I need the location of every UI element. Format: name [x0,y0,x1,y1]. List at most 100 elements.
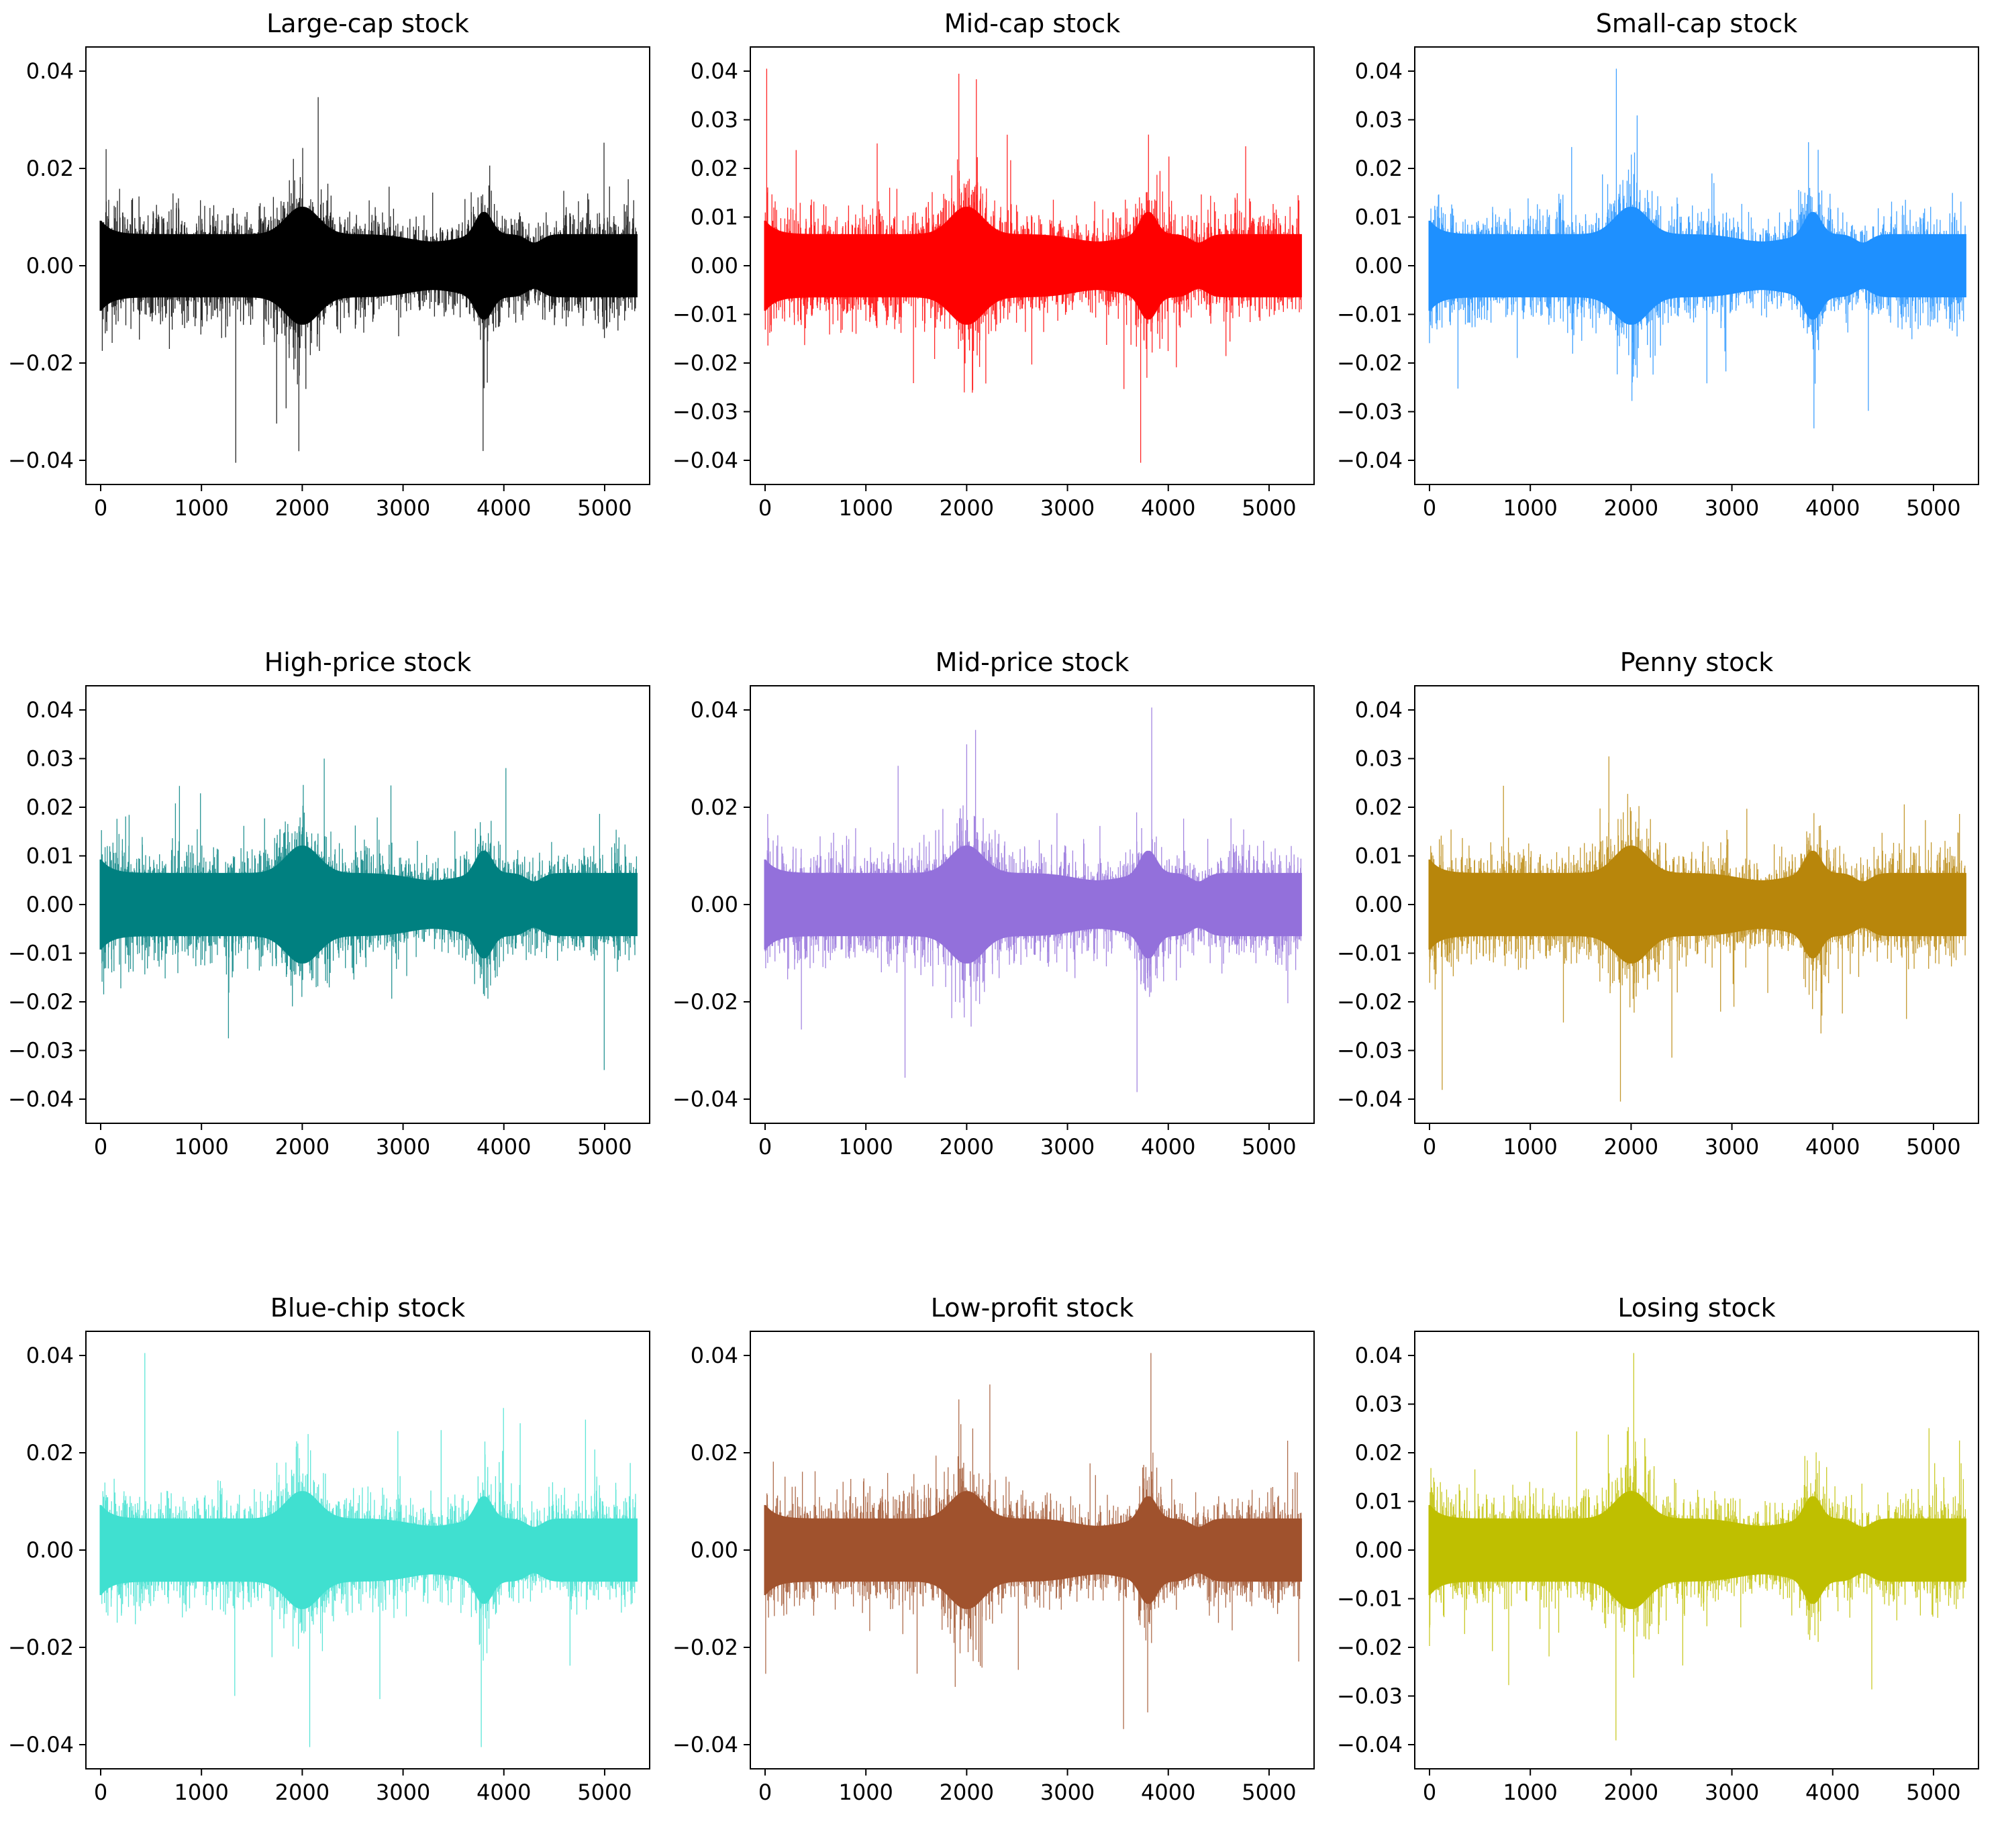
chart-panel-7: Blue-chip stock 0 1000 2000 3000 4000 5000 −0.0… [0,1284,658,1805]
y-tick-label: 0.00 [691,892,738,917]
y-tick-label: −0.04 [1337,1732,1403,1757]
x-tick-label: 1000 [838,1134,893,1160]
y-tick-label: −0.02 [672,1635,738,1660]
y-tick-label: 0.02 [26,1440,74,1466]
x-tick-label: 1000 [1503,495,1557,521]
y-tick-label: 0.01 [691,205,738,230]
x-tick-label: 2000 [275,1780,330,1805]
x-tick-label: 2000 [940,1134,994,1160]
x-tick-label: 5000 [577,495,632,521]
chart-svg-1: Large-cap stock 0 1000 2000 3000 4000 5000 −0.0… [8,9,650,521]
chart-panel-8: Low-profit stock 0 1000 2000 3000 4000 5000 −0.… [664,1284,1322,1805]
y-tick-label: 0.02 [1355,1440,1403,1466]
y-tick-label: −0.03 [1337,399,1403,425]
x-tick-label: 0 [94,1134,107,1160]
y-tick-label: 0.04 [1355,1343,1403,1368]
series-core-band [764,1491,1302,1609]
y-tick-label: 0.04 [691,1343,738,1368]
x-tick-label: 3000 [1040,1780,1095,1805]
x-tick-label: 3000 [1705,495,1759,521]
y-tick-label: 0.02 [691,1440,738,1466]
y-tick-label: 0.00 [691,253,738,278]
series-core-band [99,1491,638,1609]
y-tick-label: −0.01 [8,941,74,966]
x-tick-label: 2000 [275,1134,330,1160]
y-tick-label: 0.02 [26,794,74,820]
y-tick-label: −0.02 [1337,1635,1403,1660]
y-tick-label: −0.01 [1337,302,1403,327]
y-tick-label: 0.04 [26,58,74,84]
x-tick-label: 5000 [1906,1780,1960,1805]
y-tick-label: −0.02 [672,989,738,1015]
y-tick-label: 0.02 [1355,156,1403,181]
x-tick-label: 1000 [174,1134,228,1160]
y-tick-label: −0.02 [1337,350,1403,376]
y-tick-label: 0.02 [691,794,738,820]
chart-panel-2: Mid-cap stock 0 1000 2000 3000 4000 5000 −0.04 −… [664,0,1322,521]
y-tick-label: 0.04 [691,58,738,84]
chart-title: Mid-price stock [936,648,1130,677]
x-tick-label: 1000 [174,495,228,521]
chart-svg-8: Low-profit stock 0 1000 2000 3000 4000 5000 −0.… [672,1293,1315,1805]
series-core-band [764,207,1302,325]
chart-panel-5: Mid-price stock 0 1000 2000 3000 4000 5000 −0.0… [664,639,1322,1160]
y-tick-label: 0.03 [1355,1392,1403,1417]
chart-title: High-price stock [264,648,472,677]
y-tick-label: 0.00 [1355,1537,1403,1563]
y-tick-label: 0.04 [26,697,74,723]
x-tick-label: 0 [758,1780,772,1805]
x-tick-label: 1000 [174,1780,228,1805]
y-tick-label: 0.04 [691,697,738,723]
x-tick-label: 2000 [1604,1780,1658,1805]
y-tick-label: 0.04 [1355,697,1403,723]
series-core-band [1428,207,1966,325]
x-tick-label: 3000 [1040,1134,1095,1160]
chart-title: Losing stock [1617,1293,1775,1323]
y-tick-label: 0.02 [1355,794,1403,820]
x-tick-label: 0 [94,495,107,521]
x-tick-label: 5000 [1242,1134,1296,1160]
y-tick-label: 0.03 [1355,746,1403,772]
series-core-band [1428,1491,1966,1609]
x-tick-label: 5000 [577,1134,632,1160]
chart-svg-5: Mid-price stock 0 1000 2000 3000 4000 5000 −0.0… [672,648,1315,1160]
x-tick-label: 4000 [1805,1134,1860,1160]
chart-title: Penny stock [1620,648,1774,677]
series-core-band [99,845,638,964]
y-tick-label: −0.02 [672,350,738,376]
y-tick-label: −0.03 [1337,1038,1403,1064]
y-tick-label: −0.02 [8,350,74,376]
y-tick-label: −0.01 [672,302,738,327]
x-tick-label: 5000 [577,1780,632,1805]
chart-svg-2: Mid-cap stock 0 1000 2000 3000 4000 5000 −0.04 −… [672,9,1315,521]
y-tick-label: −0.04 [1337,1086,1403,1112]
x-tick-label: 3000 [376,495,430,521]
y-tick-label: −0.04 [8,1086,74,1112]
series-core-band [1428,845,1966,964]
x-tick-label: 0 [94,1780,107,1805]
y-tick-label: 0.00 [26,1537,74,1563]
x-tick-label: 4000 [477,1134,531,1160]
x-tick-label: 0 [1423,1134,1436,1160]
y-tick-label: 0.00 [1355,892,1403,917]
y-tick-label: 0.01 [26,843,74,869]
y-tick-label: −0.04 [672,1732,738,1757]
x-tick-label: 0 [1423,1780,1436,1805]
x-tick-label: 5000 [1906,1134,1960,1160]
y-tick-label: 0.00 [26,892,74,917]
y-tick-label: 0.03 [26,746,74,772]
x-tick-label: 1000 [1503,1780,1557,1805]
y-tick-label: 0.04 [1355,58,1403,84]
chart-title: Large-cap stock [266,9,469,38]
x-tick-label: 4000 [477,1780,531,1805]
x-tick-label: 4000 [1805,1780,1860,1805]
x-tick-label: 1000 [838,495,893,521]
y-tick-label: −0.04 [1337,448,1403,473]
x-tick-label: 3000 [1705,1780,1759,1805]
x-tick-label: 4000 [1141,495,1195,521]
y-tick-label: 0.01 [1355,843,1403,869]
x-tick-label: 2000 [940,495,994,521]
chart-panel-9: Losing stock 0 1000 2000 3000 4000 5000 −0.04 −0… [1329,1284,1987,1805]
y-tick-label: 0.01 [1355,1489,1403,1515]
x-tick-label: 2000 [275,495,330,521]
